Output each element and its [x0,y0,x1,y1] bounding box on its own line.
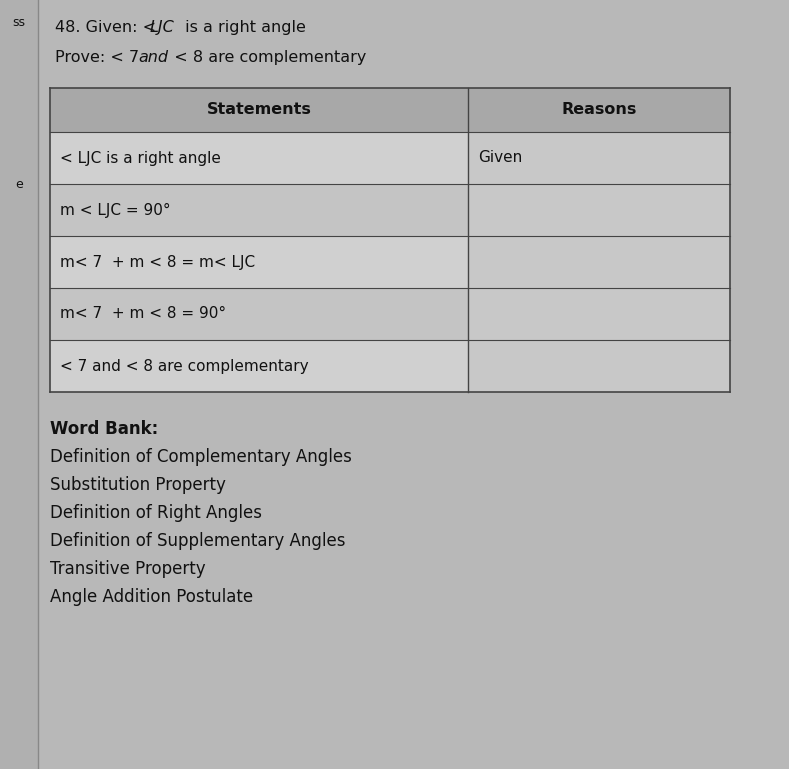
Text: m< 7  + m < 8 = m< LJC: m< 7 + m < 8 = m< LJC [60,255,255,269]
FancyBboxPatch shape [50,88,730,132]
Text: LJC: LJC [150,20,174,35]
FancyBboxPatch shape [0,0,38,769]
FancyBboxPatch shape [50,288,468,340]
FancyBboxPatch shape [50,132,468,184]
FancyBboxPatch shape [468,288,730,340]
Text: e: e [15,178,23,191]
Text: Definition of Complementary Angles: Definition of Complementary Angles [50,448,352,466]
Text: Definition of Supplementary Angles: Definition of Supplementary Angles [50,532,346,550]
Text: < 8 are complementary: < 8 are complementary [164,50,366,65]
FancyBboxPatch shape [468,236,730,288]
Text: Reasons: Reasons [561,102,637,118]
Text: Angle Addition Postulate: Angle Addition Postulate [50,588,253,606]
Text: m < LJC = 90°: m < LJC = 90° [60,202,170,218]
Text: is a right angle: is a right angle [180,20,306,35]
FancyBboxPatch shape [50,184,468,236]
Text: ss: ss [13,15,25,28]
Text: Word Bank:: Word Bank: [50,420,159,438]
FancyBboxPatch shape [468,184,730,236]
Text: Prove: < 7: Prove: < 7 [55,50,144,65]
FancyBboxPatch shape [50,236,468,288]
Text: < 7 and < 8 are complementary: < 7 and < 8 are complementary [60,358,308,374]
Text: Definition of Right Angles: Definition of Right Angles [50,504,262,522]
Text: Transitive Property: Transitive Property [50,560,206,578]
Text: m< 7  + m < 8 = 90°: m< 7 + m < 8 = 90° [60,307,226,321]
FancyBboxPatch shape [50,88,730,392]
FancyBboxPatch shape [50,340,468,392]
Text: and: and [138,50,168,65]
FancyBboxPatch shape [468,132,730,184]
Text: Statements: Statements [207,102,312,118]
Text: Substitution Property: Substitution Property [50,476,226,494]
Text: 48. Given: <: 48. Given: < [55,20,161,35]
Text: < LJC is a right angle: < LJC is a right angle [60,151,221,165]
FancyBboxPatch shape [468,340,730,392]
Text: Given: Given [478,151,522,165]
